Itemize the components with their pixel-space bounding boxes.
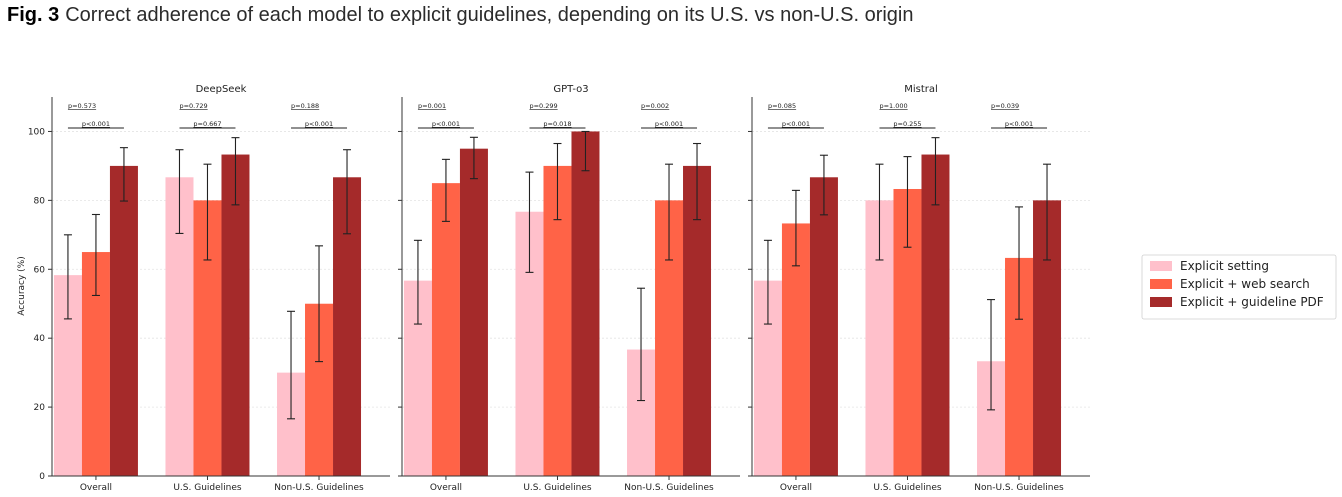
pvalue-top-label: p=0.039 <box>991 102 1019 110</box>
bar <box>571 131 600 477</box>
pvalue-bottom-label: p<0.001 <box>655 120 683 128</box>
legend-entry: Explicit + web search <box>1180 277 1310 291</box>
panel-title: DeepSeek <box>196 84 247 95</box>
x-tick-label: U.S. Guidelines <box>523 483 592 493</box>
panel-title: GPT-o3 <box>553 84 588 95</box>
pvalue-bottom-label: p=0.018 <box>543 120 571 128</box>
pvalue-bottom-label: p=0.667 <box>193 120 221 128</box>
pvalue-top-label: p=1.000 <box>879 102 907 110</box>
legend-entry: Explicit setting <box>1180 259 1269 273</box>
pvalue-bottom-label: p<0.001 <box>1005 120 1033 128</box>
pvalue-bottom-label: p<0.001 <box>82 120 110 128</box>
figure-caption: Fig. 3 Correct adherence of each model to… <box>7 4 914 27</box>
pvalue-top-label: p=0.729 <box>179 102 207 110</box>
figure-label: Fig. 3 <box>7 4 60 26</box>
bar <box>809 177 838 476</box>
pvalue-top-label: p=0.002 <box>641 102 669 110</box>
bar <box>431 183 460 477</box>
figure-caption-text: Correct adherence of each model to expli… <box>65 4 914 26</box>
y-tick-label: 60 <box>34 265 46 275</box>
x-tick-label: Overall <box>430 483 462 493</box>
bar <box>109 165 138 476</box>
x-tick-label: Overall <box>780 483 812 493</box>
pvalue-top-label: p=0.085 <box>768 102 796 110</box>
bar <box>921 154 950 476</box>
pvalue-top-label: p=0.299 <box>529 102 557 110</box>
legend-swatch <box>1150 261 1172 271</box>
bar <box>459 148 488 476</box>
pvalue-bottom-label: p<0.001 <box>305 120 333 128</box>
pvalue-bottom-label: p=0.255 <box>893 120 921 128</box>
x-tick-label: Non-U.S. Guidelines <box>624 483 714 493</box>
pvalue-bottom-label: p<0.001 <box>782 120 810 128</box>
y-tick-label: 40 <box>34 334 46 344</box>
x-tick-label: Overall <box>80 483 112 493</box>
y-axis-label: Accuracy (%) <box>17 256 27 316</box>
legend-box <box>1141 254 1337 320</box>
y-tick-label: 20 <box>34 403 46 413</box>
pvalue-top-label: p=0.188 <box>291 102 319 110</box>
pvalue-top-label: p=0.001 <box>418 102 446 110</box>
x-tick-label: Non-U.S. Guidelines <box>974 483 1064 493</box>
pvalue-bottom-label: p<0.001 <box>432 120 460 128</box>
legend-swatch <box>1150 297 1172 307</box>
x-tick-label: U.S. Guidelines <box>873 483 942 493</box>
pvalue-top-label: p=0.573 <box>68 102 96 110</box>
x-tick-label: Non-U.S. Guidelines <box>274 483 364 493</box>
y-tick-label: 100 <box>28 127 45 137</box>
bar <box>221 154 250 476</box>
x-tick-label: U.S. Guidelines <box>173 483 242 493</box>
legend-entry: Explicit + guideline PDF <box>1180 295 1324 309</box>
y-tick-label: 80 <box>34 196 46 206</box>
y-tick-label: 0 <box>39 472 45 482</box>
panel-title: Mistral <box>904 84 938 95</box>
legend-swatch <box>1150 279 1172 289</box>
